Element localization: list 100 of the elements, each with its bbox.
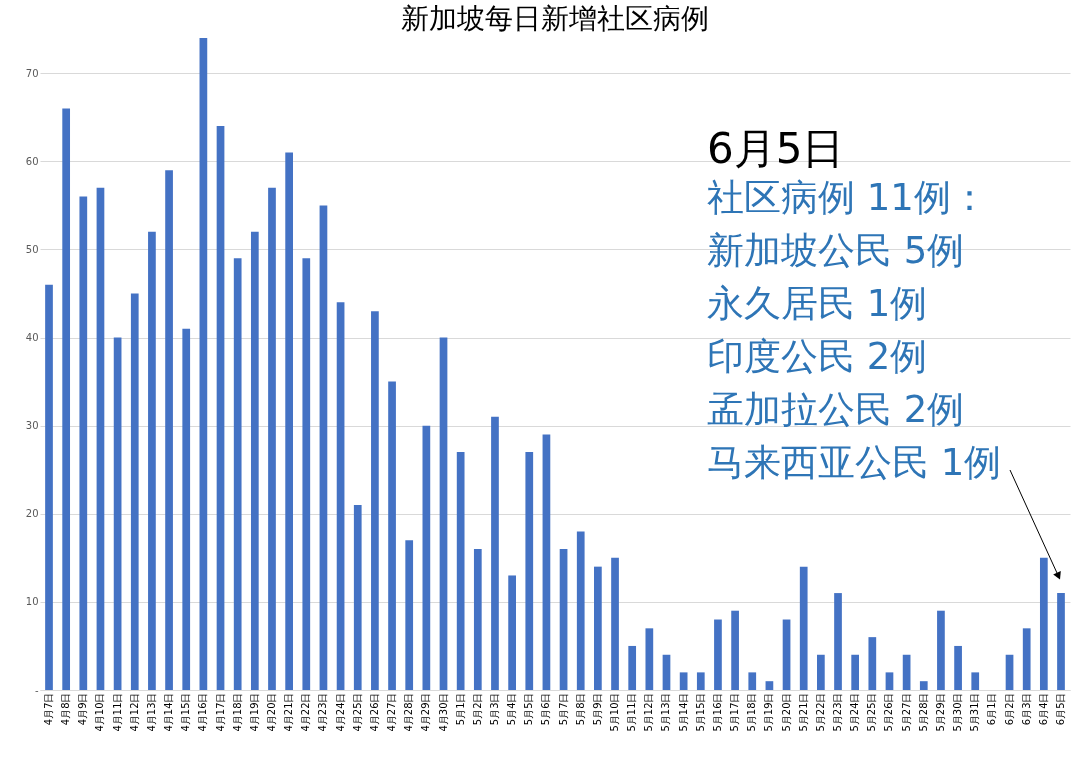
x-tick-label: 4月9日 (77, 692, 89, 726)
bar (250, 231, 259, 690)
bar (1057, 593, 1065, 690)
bar (696, 672, 705, 690)
x-tick-label: 5月1日 (454, 692, 466, 726)
x-tick-label: 4月20日 (265, 692, 277, 732)
x-tick-label: 4月19日 (248, 692, 260, 732)
annotation: 孟加拉公民 2例 (707, 388, 965, 431)
bar (525, 452, 534, 690)
y-tick-label: - (34, 684, 39, 696)
bar (182, 328, 191, 690)
bar (165, 170, 173, 690)
bar (611, 557, 619, 690)
bar (456, 452, 465, 690)
x-tick-label: 4月21日 (283, 692, 295, 732)
annotation: 社区病例 11例： (707, 176, 988, 219)
bar (1005, 654, 1014, 690)
x-tick-label: 5月29日 (934, 692, 946, 732)
bar (336, 302, 345, 690)
bar (405, 540, 414, 690)
y-tick-label: 50 (25, 243, 39, 255)
bar (302, 258, 311, 690)
x-tick-label: 6月2日 (1003, 692, 1015, 726)
x-tick-label: 5月19日 (763, 692, 775, 732)
x-tick-label: 4月8日 (60, 692, 72, 726)
bar (799, 566, 808, 690)
x-tick-label: 5月8日 (574, 692, 586, 726)
x-tick-label: 5月4日 (506, 692, 518, 726)
bar (285, 152, 293, 690)
x-tick-label: 5月5日 (523, 692, 535, 726)
x-tick-label: 4月26日 (368, 692, 380, 732)
x-tick-label: 5月18日 (746, 692, 758, 732)
x-tick-label: 5月6日 (540, 692, 552, 726)
bar (714, 619, 722, 690)
bar (542, 434, 551, 690)
x-tick-label: 5月16日 (711, 692, 723, 732)
bar (1022, 628, 1031, 690)
bar (45, 284, 53, 690)
x-tick-label: 4月25日 (351, 692, 363, 732)
bar (885, 672, 894, 690)
x-tick-label: 5月22日 (814, 692, 826, 732)
bar (473, 549, 482, 690)
x-tick-label: 4月23日 (317, 692, 329, 732)
x-tick-label: 5月2日 (471, 692, 483, 726)
bar (576, 531, 585, 690)
x-tick-label: 5月9日 (591, 692, 603, 726)
bar (937, 610, 945, 690)
bar (782, 619, 791, 690)
bar (233, 258, 242, 690)
x-tick-label: 5月28日 (917, 692, 929, 732)
x-tick-label: 6月1日 (986, 692, 998, 726)
x-tick-label: 5月10日 (609, 692, 621, 732)
x-tick-label: 4月7日 (43, 692, 54, 726)
x-tick-label: 4月30日 (437, 692, 449, 732)
x-tick-label: 5月24日 (849, 692, 861, 732)
x-tick-label: 5月11日 (626, 692, 638, 732)
annotation: 6月5日 (707, 124, 845, 173)
bar (371, 311, 379, 690)
bar (851, 654, 860, 690)
x-tick-label: 4月12日 (128, 692, 140, 732)
x-tick-label: 4月18日 (231, 692, 243, 732)
bar (148, 231, 156, 690)
bar (662, 654, 671, 690)
bar (216, 126, 225, 690)
bar (1039, 557, 1048, 690)
x-tick-label: 6月5日 (1054, 692, 1066, 726)
bar (628, 645, 637, 690)
bar (79, 196, 88, 690)
bar (748, 672, 757, 690)
annotation: 印度公民 2例 (707, 335, 928, 378)
x-tick-label: 5月25日 (866, 692, 878, 732)
x-tick-label: 5月3日 (488, 692, 500, 726)
bar (919, 681, 928, 690)
x-tick-label: 4月24日 (334, 692, 346, 732)
annotation: 新加坡公民 5例 (707, 229, 965, 272)
x-tick-label: 5月15日 (694, 692, 706, 732)
annotation: 马来西亚公民 1例 (707, 441, 1002, 484)
bar (731, 610, 739, 690)
bar (96, 187, 105, 690)
bar (508, 575, 516, 690)
bar (491, 416, 499, 690)
y-tick-label: 30 (25, 420, 39, 432)
x-tick-label: 5月7日 (557, 692, 569, 726)
bar (439, 337, 448, 690)
y-tick-label: 10 (25, 596, 39, 608)
x-tick-label: 5月23日 (832, 692, 844, 732)
x-tick-label: 5月30日 (952, 692, 964, 732)
x-tick-label: 4月10日 (94, 692, 106, 732)
bar (645, 628, 654, 690)
bar (834, 593, 842, 690)
x-tick-label: 4月17日 (214, 692, 226, 732)
bar (765, 681, 774, 690)
x-tick-label: 4月29日 (420, 692, 432, 732)
bar (353, 504, 362, 690)
bar (954, 645, 962, 690)
bar (868, 637, 877, 690)
x-tick-label: 5月14日 (677, 692, 689, 732)
x-tick-label: 5月26日 (883, 692, 895, 732)
x-tick-label: 5月27日 (900, 692, 912, 732)
bar (594, 566, 602, 690)
